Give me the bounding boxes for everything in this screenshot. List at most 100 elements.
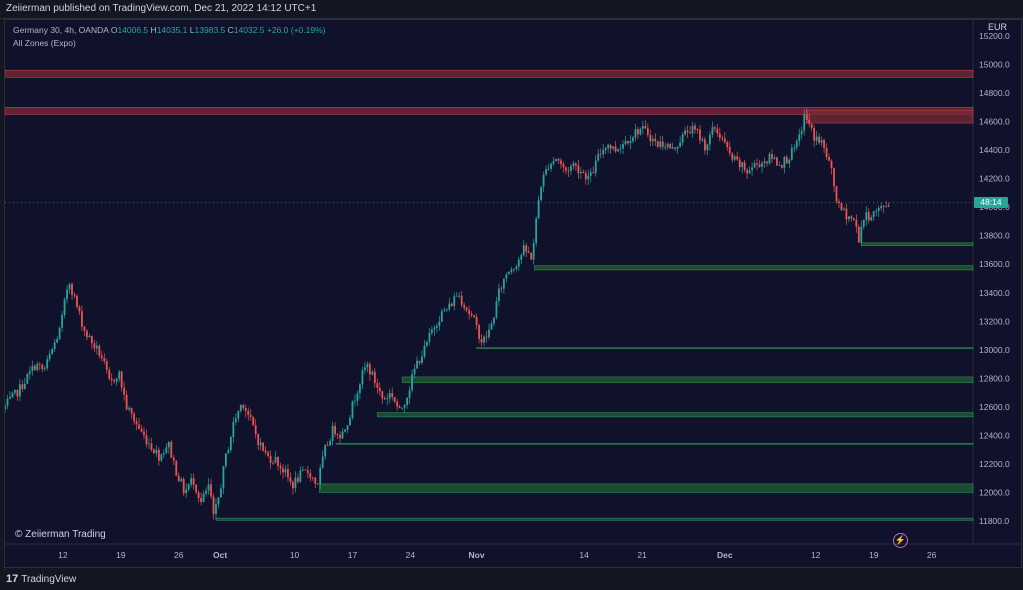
candle-body — [570, 166, 572, 172]
candle-body — [408, 390, 411, 398]
candle-body — [815, 136, 818, 141]
candle-body — [264, 450, 267, 453]
candle-body — [86, 330, 88, 338]
candle-body — [398, 406, 401, 409]
candle-body — [205, 490, 207, 494]
candle-body — [175, 460, 178, 476]
demand-zone-10 — [215, 517, 974, 521]
candle-body — [852, 218, 855, 221]
candle-body — [758, 164, 761, 167]
candle-body — [689, 132, 691, 134]
candle-body — [649, 135, 652, 142]
candle-body — [140, 428, 143, 432]
candle-body — [51, 349, 54, 355]
candle-body — [644, 126, 647, 129]
price-chart[interactable]: 11800.0 12000.0 12200.0 12400.0 12600.0 12800… — [5, 20, 1021, 567]
candle-body — [346, 425, 349, 430]
candle-body — [406, 397, 408, 405]
candle-body — [262, 442, 265, 451]
indicator-label[interactable]: All Zones (Expo) — [13, 38, 76, 48]
chart-pane[interactable]: 11800.0 12000.0 12200.0 12400.0 12600.0 12800… — [4, 19, 1022, 568]
candle-body — [105, 361, 108, 370]
candle-body — [145, 435, 148, 445]
candle-body — [431, 329, 433, 333]
candle-body — [872, 211, 875, 218]
candle-body — [125, 394, 128, 410]
candle-body — [326, 445, 329, 446]
candle-body — [334, 425, 337, 435]
candle-body — [68, 284, 71, 290]
candle-body — [756, 163, 758, 165]
candle-body — [162, 453, 165, 455]
candle-body — [612, 146, 615, 149]
candle-body — [254, 425, 257, 435]
candle-body — [619, 148, 622, 150]
candle-body — [572, 163, 575, 167]
candle-body — [103, 358, 106, 362]
candle-body — [356, 393, 359, 401]
candle-body — [148, 443, 150, 445]
tradingview-logo[interactable]: 17 TradingView — [6, 573, 76, 585]
candle-body — [823, 140, 825, 148]
candle-body — [339, 434, 341, 439]
candle-body — [574, 163, 577, 166]
footer-bar: 17 TradingView — [0, 568, 1023, 590]
candle-body — [875, 211, 878, 212]
ohlc-legend: Germany 30, 4h, OANDA O14006.5 H14035.1 … — [13, 25, 326, 35]
candle-body — [865, 212, 868, 220]
candle-body — [289, 477, 292, 483]
candle-body — [294, 477, 297, 489]
bolt-icon[interactable]: ⚡ — [893, 533, 908, 548]
candle-body — [249, 414, 252, 417]
demand-zone-8 — [335, 442, 974, 445]
candle-body — [748, 170, 751, 174]
candle-body — [267, 452, 269, 456]
candle-body — [428, 332, 431, 342]
candle-body — [110, 378, 113, 381]
candle-body — [130, 407, 133, 414]
candle-body — [766, 161, 768, 164]
candle-body — [115, 378, 118, 382]
candle-body — [396, 401, 399, 407]
candle-body — [388, 393, 391, 399]
price-tick-label: 13000.0 — [979, 345, 1010, 355]
candle-body — [721, 138, 724, 139]
candle-body — [123, 387, 126, 395]
candle-body — [470, 314, 473, 316]
candle-body — [445, 309, 448, 311]
candle-body — [746, 169, 749, 174]
candle-body — [542, 174, 545, 187]
candle-body — [515, 266, 518, 269]
candle-body — [455, 295, 458, 297]
candle-body — [805, 114, 808, 120]
candle-body — [416, 360, 418, 369]
candle-body — [527, 251, 530, 253]
candle-body — [679, 142, 682, 147]
candle-body — [403, 404, 406, 408]
candle-body — [351, 401, 354, 418]
candle-body — [510, 269, 513, 272]
time-tick-label: 10 — [290, 550, 300, 560]
candle-body — [359, 384, 361, 394]
candle-body — [587, 175, 590, 180]
candle-body — [577, 165, 580, 174]
candle-body — [225, 453, 227, 466]
candle-body — [292, 482, 294, 489]
candle-body — [885, 206, 888, 208]
candle-body — [607, 144, 610, 149]
candle-body — [502, 278, 505, 289]
candle-body — [512, 268, 515, 270]
candle-body — [567, 170, 570, 172]
candle-body — [41, 364, 44, 370]
candle-body — [517, 259, 520, 267]
demand-zone-4 — [534, 265, 974, 271]
candle-body — [475, 316, 478, 326]
candle-body — [847, 216, 850, 220]
candle-body — [718, 133, 721, 139]
candle-body — [716, 128, 719, 134]
candle-body — [860, 226, 863, 243]
candle-body — [458, 295, 461, 297]
candle-body — [798, 134, 801, 141]
candle-body — [780, 165, 783, 168]
high-label: H — [150, 25, 157, 35]
